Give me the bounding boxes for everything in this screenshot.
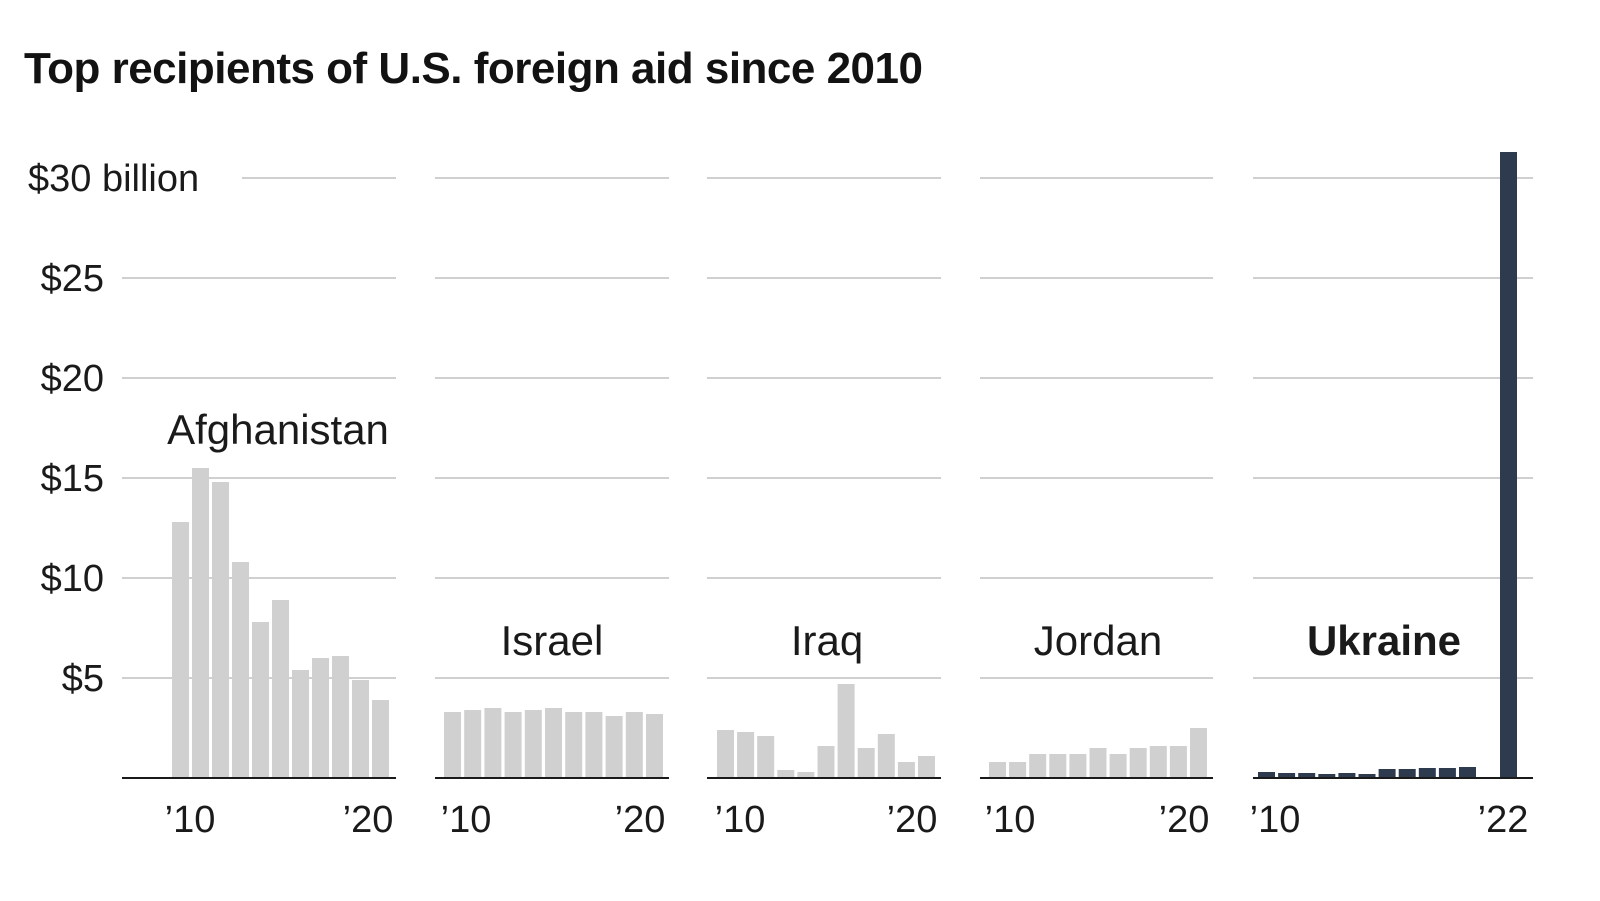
x-tick-label-ukraine-end: ’22 xyxy=(1478,799,1529,841)
bar-ukraine-2016 xyxy=(1378,769,1396,778)
chart-title: Top recipients of U.S. foreign aid since… xyxy=(24,44,923,93)
bar-israel-2018 xyxy=(605,716,623,778)
bar-jordan-2012 xyxy=(1029,754,1047,778)
panel-labels: Afghanistan Israel Iraq Jordan Ukraine xyxy=(167,406,1461,664)
x-tick-label-jordan-end: ’20 xyxy=(1159,799,1210,841)
y-tick-label-20: $20 xyxy=(41,358,104,400)
bar-jordan-2014 xyxy=(1069,754,1087,778)
bar-jordan-2010 xyxy=(989,762,1006,778)
bar-afghanistan-2019 xyxy=(352,680,369,778)
bar-israel-2011 xyxy=(464,710,482,778)
bar-jordan-2011 xyxy=(1009,762,1027,778)
bar-jordan-2016 xyxy=(1109,754,1127,778)
x-tick-label-israel-start: ’10 xyxy=(441,799,492,841)
bar-ukraine-2018 xyxy=(1418,768,1436,778)
x-tick-label-ukraine-start: ’10 xyxy=(1250,799,1301,841)
bar-iraq-2013 xyxy=(777,770,795,778)
bar-afghanistan-2018 xyxy=(332,656,349,778)
bar-ukraine-2010 xyxy=(1258,772,1275,778)
bar-israel-2017 xyxy=(585,712,603,778)
bar-ukraine-2012 xyxy=(1298,773,1316,778)
bar-ukraine-2019 xyxy=(1438,768,1456,778)
bar-iraq-2014 xyxy=(797,772,815,778)
bar-afghanistan-2014 xyxy=(252,622,269,778)
bar-ukraine-2022 xyxy=(1500,152,1517,778)
bar-jordan-2013 xyxy=(1049,754,1067,778)
y-tick-label-5: $5 xyxy=(62,658,104,700)
bar-ukraine-2011 xyxy=(1278,773,1296,778)
bar-afghanistan-2015 xyxy=(272,600,289,778)
bar-ukraine-2017 xyxy=(1398,769,1416,778)
panel-label-ukraine: Ukraine xyxy=(1307,617,1461,664)
bar-afghanistan-2011 xyxy=(192,468,209,778)
x-tick-label-afghanistan-end: ’20 xyxy=(343,799,394,841)
bar-iraq-2019 xyxy=(897,762,915,778)
bar-ukraine-2020 xyxy=(1459,767,1476,778)
bar-ukraine-2013 xyxy=(1318,774,1336,778)
bar-jordan-2017 xyxy=(1129,748,1147,778)
bar-jordan-2020 xyxy=(1190,728,1207,778)
bar-iraq-2018 xyxy=(877,734,895,778)
bar-afghanistan-2012 xyxy=(212,482,229,778)
bar-iraq-2017 xyxy=(857,748,875,778)
bar-iraq-2016 xyxy=(837,684,855,778)
bar-iraq-2020 xyxy=(918,756,935,778)
bar-ukraine-2014 xyxy=(1338,773,1356,778)
x-tick-label-iraq-end: ’20 xyxy=(887,799,938,841)
bar-jordan-2019 xyxy=(1169,746,1187,778)
bar-jordan-2015 xyxy=(1089,748,1107,778)
panel-label-iraq: Iraq xyxy=(791,617,863,664)
bar-israel-2010 xyxy=(444,712,461,778)
bar-afghanistan-2010 xyxy=(172,522,189,778)
bars xyxy=(172,152,1517,778)
bar-iraq-2011 xyxy=(737,732,755,778)
x-tick-label-jordan-start: ’10 xyxy=(985,799,1036,841)
x-tick-label-afghanistan-start: ’10 xyxy=(165,799,216,841)
bar-afghanistan-2016 xyxy=(292,670,309,778)
x-axis-ticks: ’10 ’20 ’10 ’20 ’10 ’20 ’10 ’20 ’10 ’22 xyxy=(165,799,1529,841)
bar-iraq-2015 xyxy=(817,746,835,778)
gridlines xyxy=(122,177,1533,679)
y-tick-label-10: $10 xyxy=(41,558,104,600)
bar-afghanistan-2017 xyxy=(312,658,329,778)
y-tick-label-15: $15 xyxy=(41,458,104,500)
bar-ukraine-2015 xyxy=(1358,774,1376,778)
bar-israel-2014 xyxy=(524,710,542,778)
bar-israel-2016 xyxy=(565,712,583,778)
x-tick-label-israel-end: ’20 xyxy=(615,799,666,841)
bar-israel-2012 xyxy=(484,708,502,778)
bar-israel-2020 xyxy=(646,714,663,778)
y-axis-ticks: $5 $10 $15 $20 $25 $30 billion xyxy=(28,158,199,700)
panel-label-afghanistan: Afghanistan xyxy=(167,406,389,453)
panel-label-jordan: Jordan xyxy=(1034,617,1162,664)
bar-israel-2013 xyxy=(504,712,522,778)
panel-label-israel: Israel xyxy=(501,617,604,664)
bar-israel-2015 xyxy=(545,708,562,778)
bar-iraq-2012 xyxy=(757,736,775,778)
bar-jordan-2018 xyxy=(1149,746,1167,778)
x-tick-label-iraq-start: ’10 xyxy=(715,799,766,841)
bar-iraq-2010 xyxy=(717,730,734,778)
y-tick-label-25: $25 xyxy=(41,258,104,300)
y-tick-label-30: $30 billion xyxy=(28,158,199,200)
bar-israel-2019 xyxy=(625,712,643,778)
bar-afghanistan-2013 xyxy=(232,562,249,778)
bar-afghanistan-2020 xyxy=(372,700,389,778)
